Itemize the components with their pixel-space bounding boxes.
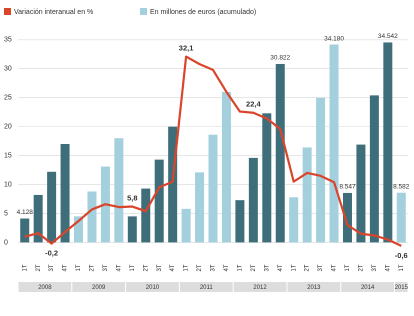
line-value-label: 22,4: [246, 100, 261, 109]
y-tick-label: 5: [4, 210, 8, 217]
bar-value-label: 8.582: [393, 183, 410, 190]
bar: [127, 216, 137, 243]
y-tick-label: 30: [4, 66, 12, 73]
year-label: 2012: [253, 285, 267, 291]
x-tick-label: 3T: [211, 264, 217, 271]
x-tick-label: 2T: [143, 264, 149, 271]
x-tick-label: 2T: [359, 264, 365, 271]
bar-value-label: 34.180: [324, 35, 344, 42]
year-band: [341, 282, 395, 292]
year-label: 2009: [92, 285, 106, 291]
year-label: 2013: [307, 285, 321, 291]
x-tick-label: 3T: [318, 264, 324, 271]
x-tick-label: 1T: [76, 264, 82, 271]
bar: [356, 144, 366, 243]
line-value-label: -0,6: [395, 251, 408, 260]
y-tick-label: 10: [4, 181, 12, 188]
bar: [235, 200, 245, 243]
x-tick-label: 1T: [130, 264, 136, 271]
bar: [302, 147, 312, 243]
x-tick-label: 1T: [237, 264, 243, 271]
bar-value-label: 4.128: [17, 209, 34, 216]
year-label: 2015: [395, 285, 409, 291]
bar: [60, 144, 70, 243]
bar: [154, 159, 164, 243]
x-tick-label: 2T: [305, 264, 311, 271]
y-tick-label: 20: [4, 123, 12, 130]
x-tick-label: 4T: [224, 264, 230, 271]
bar: [47, 171, 57, 243]
x-tick-label: 4T: [170, 264, 176, 271]
line: [24, 55, 402, 247]
bar: [396, 192, 406, 243]
bar: [208, 134, 218, 243]
year-band: [287, 282, 341, 292]
legend-label: Variación interanual en %: [14, 9, 93, 16]
bar: [221, 91, 231, 243]
bar: [168, 126, 178, 243]
bar: [329, 44, 339, 243]
legend-swatch: [140, 8, 147, 15]
y-tick-label: 25: [4, 95, 12, 102]
bar: [181, 208, 191, 243]
x-tick-label: 3T: [49, 264, 55, 271]
x-tick-label: 1T: [184, 264, 190, 271]
year-band: [395, 282, 408, 292]
x-tick-label: 3T: [157, 264, 163, 271]
year-band: [179, 282, 233, 292]
bar: [369, 95, 379, 243]
year-label: 2014: [361, 285, 375, 291]
year-band: [233, 282, 287, 292]
x-tick-label: 4T: [332, 264, 338, 271]
x-tick-label: 3T: [372, 264, 378, 271]
year-band: [126, 282, 179, 292]
legend-swatch: [4, 8, 11, 15]
x-tick-label: 2T: [197, 264, 203, 271]
bar: [74, 216, 84, 243]
year-label: 2011: [200, 285, 214, 291]
bar: [289, 197, 299, 243]
y-tick-label: 35: [4, 37, 12, 44]
x-tick-label: 4T: [63, 264, 69, 271]
bar: [195, 172, 205, 243]
bar: [141, 188, 151, 243]
bar: [33, 194, 43, 243]
x-tick-label: 1T: [22, 264, 28, 271]
x-tick-label: 1T: [345, 264, 351, 271]
bar: [262, 113, 272, 243]
bar: [87, 191, 97, 243]
y-tick-label: 0: [4, 239, 8, 246]
y-tick-label: 15: [4, 152, 12, 159]
x-tick-label: 4T: [385, 264, 391, 271]
x-tick-label: 2T: [251, 264, 257, 271]
year-label: 2010: [146, 285, 160, 291]
x-tick-label: 4T: [278, 264, 284, 271]
x-tick-label: 1T: [399, 264, 405, 271]
bar: [342, 192, 352, 243]
bar: [275, 63, 285, 243]
x-tick-label: 3T: [103, 264, 109, 271]
bar: [20, 218, 30, 243]
x-tick-label: 3T: [264, 264, 270, 271]
year-band: [18, 282, 72, 292]
legend-label: En millones de euros (acumulado): [150, 9, 256, 16]
x-tick-label: 2T: [36, 264, 42, 271]
bar: [316, 97, 326, 243]
year-band: [72, 282, 126, 292]
bar-value-label: 8.547: [339, 184, 356, 191]
bar: [114, 138, 124, 243]
x-tick-label: 4T: [116, 264, 122, 271]
x-tick-label: 2T: [90, 264, 96, 271]
year-label: 2008: [38, 285, 52, 291]
bar-value-label: 30.822: [270, 55, 290, 62]
bar: [383, 42, 393, 243]
line-value-label: 32,1: [179, 44, 194, 53]
bar-value-label: 34.542: [378, 33, 398, 40]
x-tick-label: 1T: [291, 264, 297, 271]
line-value-label: 5,8: [127, 194, 137, 203]
bar: [248, 157, 258, 243]
line-value-label: -0,2: [45, 249, 58, 258]
